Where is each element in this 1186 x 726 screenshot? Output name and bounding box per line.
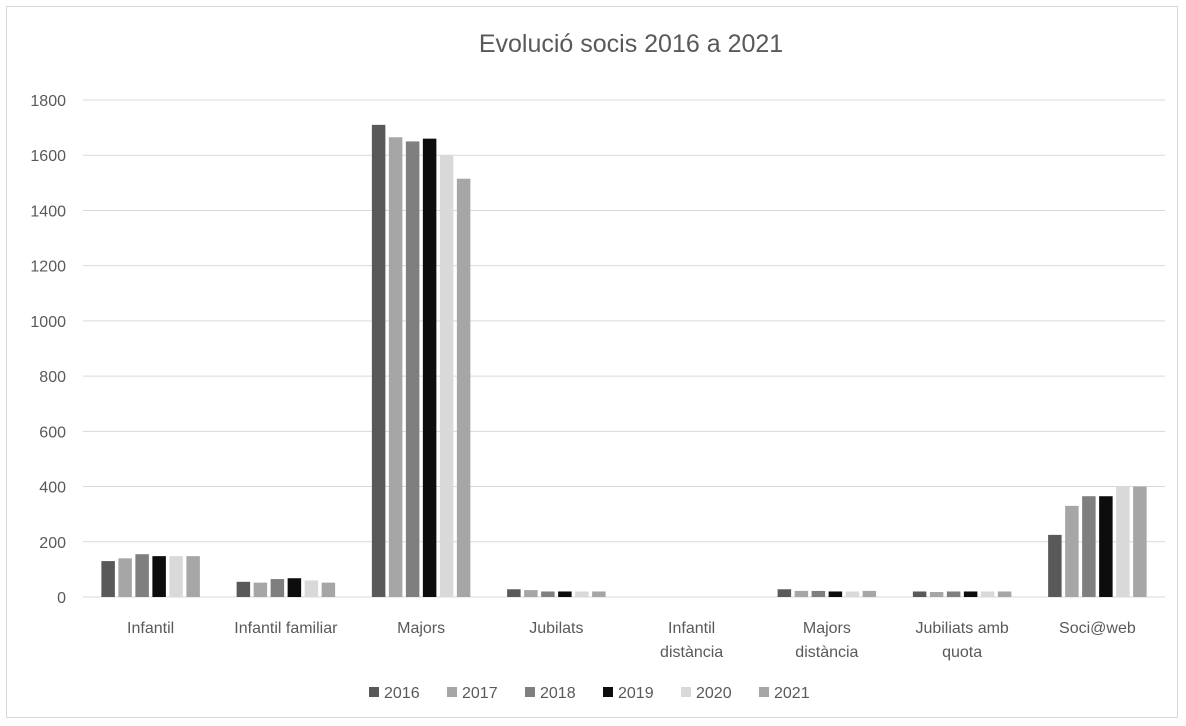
bar-2020-5 xyxy=(845,591,860,597)
bar-2020-6 xyxy=(980,591,995,597)
bar-2020-2 xyxy=(439,155,454,597)
bar-2018-1 xyxy=(270,579,285,597)
x-category-label: distància xyxy=(660,644,723,661)
legend-swatch xyxy=(447,687,457,697)
bar-2016-3 xyxy=(507,589,521,597)
bar-2020-3 xyxy=(575,591,589,597)
bar-2017-1 xyxy=(253,582,268,597)
chart-frame: Evolució socis 2016 a 2021 0 200 400 600 800… xyxy=(6,6,1178,718)
x-category-label: Jubiliats amb xyxy=(915,620,1008,637)
chart-title: Evolució socis 2016 a 2021 xyxy=(479,30,783,58)
bar-2018-7 xyxy=(1082,496,1096,597)
bar-2017-2 xyxy=(388,137,403,597)
bar-2017-0 xyxy=(118,558,132,597)
bar-2021-6 xyxy=(997,591,1012,597)
y-tick-label: 1000 xyxy=(30,314,66,331)
bar-2021-7 xyxy=(1133,486,1147,597)
x-category-label: quota xyxy=(942,644,982,661)
legend-swatch xyxy=(369,687,379,697)
x-category-label: Infantil xyxy=(127,620,174,637)
legend-item: 2021 xyxy=(759,685,810,702)
chart-svg: Evolució socis 2016 a 2021 0 200 400 600 800… xyxy=(30,30,1165,702)
legend-item: 2018 xyxy=(525,685,576,702)
x-axis-categories: Infantil Infantil familiar Majors Jubilats I… xyxy=(127,620,1136,661)
x-category-label: Jubilats xyxy=(529,620,583,637)
legend-item: 2020 xyxy=(681,685,732,702)
legend-swatch xyxy=(525,687,535,697)
bar-2017-7 xyxy=(1065,505,1079,597)
bar-2017-3 xyxy=(524,590,538,597)
bar-2019-1 xyxy=(287,578,302,597)
bar-2018-2 xyxy=(405,141,420,597)
x-category-label: Majors xyxy=(803,620,851,637)
bars xyxy=(101,124,1147,598)
bar-2016-7 xyxy=(1048,534,1062,597)
bar-2021-5 xyxy=(862,590,877,597)
legend-label: 2017 xyxy=(462,685,498,702)
bar-2016-0 xyxy=(101,561,115,597)
bar-2021-1 xyxy=(321,582,336,597)
legend-label: 2020 xyxy=(696,685,732,702)
legend-swatch xyxy=(759,687,769,697)
bar-2019-6 xyxy=(963,591,978,597)
legend-label: 2018 xyxy=(540,685,576,702)
x-category-label: Infantil familiar xyxy=(234,620,338,637)
legend-label: 2021 xyxy=(774,685,810,702)
bar-2018-5 xyxy=(811,590,826,597)
bar-2017-5 xyxy=(794,590,809,597)
bar-2019-7 xyxy=(1099,496,1113,597)
bar-2019-2 xyxy=(422,138,437,597)
legend-item: 2017 xyxy=(447,685,498,702)
legend-item: 2019 xyxy=(603,685,654,702)
bar-2016-2 xyxy=(371,124,386,597)
y-tick-label: 1400 xyxy=(30,203,66,220)
legend-item: 2016 xyxy=(369,685,420,702)
bar-2019-3 xyxy=(558,591,572,597)
bar-2021-3 xyxy=(592,591,606,597)
bar-2018-3 xyxy=(541,591,555,597)
bar-2016-6 xyxy=(912,591,927,597)
legend-label: 2019 xyxy=(618,685,654,702)
bar-2021-0 xyxy=(186,556,200,597)
y-tick-label: 1600 xyxy=(30,148,66,165)
bar-2019-0 xyxy=(152,556,166,597)
bar-2021-2 xyxy=(456,178,471,598)
bar-2020-7 xyxy=(1116,486,1130,597)
y-axis-ticks: 0 200 400 600 800 1000 1200 1400 1600 1800 xyxy=(30,93,66,607)
bar-2016-1 xyxy=(236,581,251,597)
bar-2018-0 xyxy=(135,554,149,597)
bar-2020-0 xyxy=(169,556,183,597)
bar-2020-1 xyxy=(304,580,319,597)
legend-swatch xyxy=(603,687,613,697)
x-category-label: Majors xyxy=(397,620,445,637)
y-tick-label: 600 xyxy=(39,424,66,441)
bar-2018-6 xyxy=(946,591,961,597)
bar-2019-5 xyxy=(828,591,843,597)
y-tick-label: 200 xyxy=(39,535,66,552)
y-tick-label: 400 xyxy=(39,480,66,497)
bar-2016-5 xyxy=(777,589,792,597)
legend-label: 2016 xyxy=(384,685,420,702)
bar-2017-6 xyxy=(929,592,944,597)
x-category-label: distància xyxy=(795,644,858,661)
legend-swatch xyxy=(681,687,691,697)
legend: 2016 2017 2018 2019 2020 2021 xyxy=(369,685,810,702)
y-tick-label: 1800 xyxy=(30,93,66,110)
x-category-label: Infantil xyxy=(668,620,715,637)
x-category-label: Soci@web xyxy=(1059,620,1136,637)
y-tick-label: 800 xyxy=(39,369,66,386)
y-tick-label: 1200 xyxy=(30,259,66,276)
y-tick-label: 0 xyxy=(57,590,66,607)
gridlines xyxy=(83,99,1165,598)
